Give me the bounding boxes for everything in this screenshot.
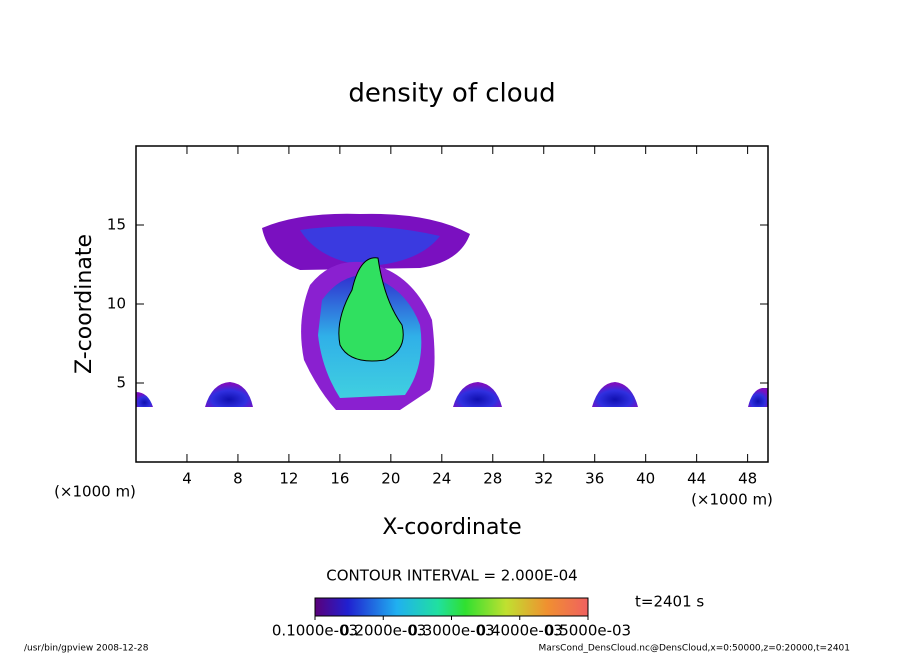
cloud-dome xyxy=(453,382,502,407)
cloud-canopy-core xyxy=(300,226,440,266)
x-tick-label: 12 xyxy=(279,470,298,488)
x-tick-label: 8 xyxy=(233,470,243,488)
footer-left: /usr/bin/gpview 2008-12-28 xyxy=(24,644,149,654)
plot-frame xyxy=(135,145,769,463)
cloud-dome xyxy=(205,382,253,407)
contour-interval: CONTOUR INTERVAL = 2.000E-04 xyxy=(326,567,577,585)
colorbar xyxy=(314,597,589,617)
x-axis-label: X-coordinate xyxy=(382,515,521,540)
x-tick-label: 40 xyxy=(636,470,655,488)
footer-right: MarsCond_DensCloud.nc@DensCloud,x=0:5000… xyxy=(539,644,851,654)
colorbar-tick-label: 0.3000e-03 xyxy=(408,622,494,640)
y-axis-label: Z-coordinate xyxy=(72,234,97,374)
cloud-dome xyxy=(748,388,768,407)
x-tick-label: 36 xyxy=(585,470,604,488)
x-tick-label: 48 xyxy=(738,470,757,488)
cloud-core xyxy=(338,257,404,362)
colorbar-tick-label: 0.2000e-03 xyxy=(340,622,426,640)
x-unit: (×1000 m) xyxy=(54,483,136,501)
x-tick-label: 44 xyxy=(687,470,706,488)
colorbar-tick-label: 0.4000e-03 xyxy=(477,622,563,640)
y-tick-label: 10 xyxy=(107,295,126,313)
x-tick-label: 16 xyxy=(330,470,349,488)
chart-title: density of cloud xyxy=(348,79,555,109)
x-tick-label: 28 xyxy=(483,470,502,488)
time-label: t=2401 s xyxy=(635,593,704,611)
x-tick-label: 4 xyxy=(182,470,192,488)
x-tick-label: 24 xyxy=(432,470,451,488)
x-tick-label: 20 xyxy=(381,470,400,488)
cloud-field xyxy=(136,213,768,410)
cloud-dome xyxy=(592,382,638,407)
y-tick-label: 15 xyxy=(107,216,126,234)
y-tick-label: 5 xyxy=(116,374,126,392)
colorbar-tick-label: 0.5000e-03 xyxy=(545,622,631,640)
x-tick-label: 32 xyxy=(534,470,553,488)
colorbar-tick-label: 0.1000e-03 xyxy=(272,622,358,640)
cloud-dome xyxy=(136,392,153,407)
y-unit: (×1000 m) xyxy=(691,491,773,509)
